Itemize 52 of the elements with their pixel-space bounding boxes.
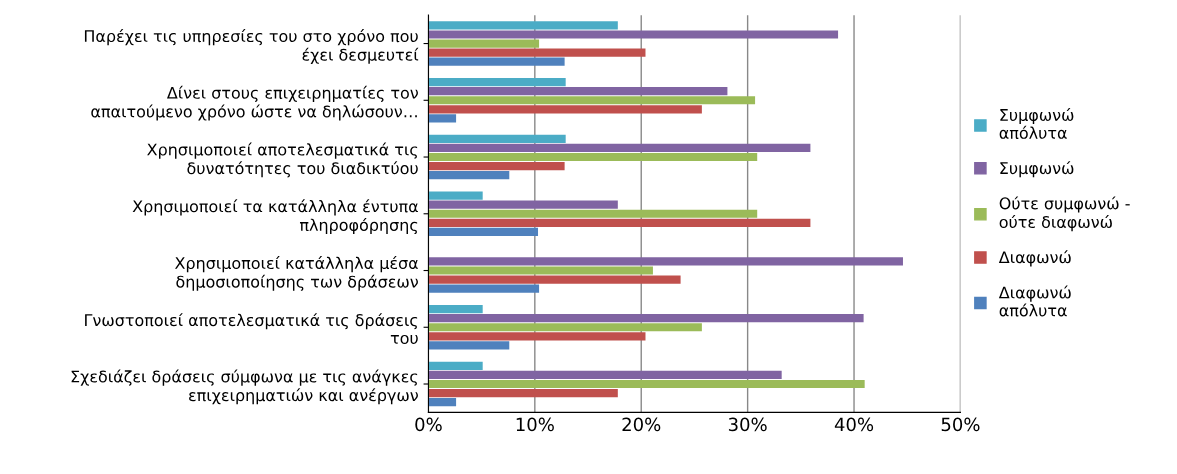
bar: [428, 218, 811, 227]
y-tick-label: Σχεδιάζει δράσεις σύμφωνα με τις ανάγκες επιχειρηματιών και ανέργων: [71, 369, 418, 405]
bar: [428, 162, 565, 171]
bar: [428, 314, 864, 323]
y-tick-label: Χρησιμοποιεί κατάλληλα μέσα δημοσιοποίησης των δράσεων: [174, 256, 418, 291]
bar: [428, 105, 702, 114]
bar: [428, 389, 618, 398]
bar: [428, 114, 457, 123]
bar: [428, 284, 540, 293]
y-tick-label: Δίνει στους επιχειρηματίες τον απαιτούμενο χρόνο ώστε να δηλώσουν…: [91, 85, 418, 121]
y-tick-label: Χρησιμοποιεί τα κατάλληλα έντυπα πληροφόρησης: [132, 199, 418, 235]
bar: [428, 305, 483, 314]
bar: [428, 57, 565, 66]
bar: [428, 143, 811, 153]
y-tick-label: Χρησιμοποιεί αποτελεσματικά τις δυνατότητες του διαδικτύου: [147, 142, 418, 178]
bar: [428, 87, 728, 96]
x-tick-label: 20%: [622, 417, 661, 432]
bar: [428, 191, 483, 200]
legend-label: Συμφωνώ: [1000, 161, 1074, 178]
bar: [428, 48, 646, 57]
bar: [428, 96, 756, 105]
legend-label: Διαφωνώ: [998, 250, 1071, 267]
x-tick-label: 50%: [941, 417, 980, 432]
y-tick-label: Παρέχει τις υπηρεσίες του στο χρόνο που έχει δεσμευτεί: [84, 29, 419, 64]
bar: [428, 209, 758, 218]
bar: [428, 379, 865, 389]
bar: [428, 266, 653, 275]
bar: [428, 78, 566, 87]
bar: [428, 21, 618, 30]
bar: [428, 257, 903, 266]
x-tick-label: 10%: [516, 417, 554, 432]
bar: [428, 341, 510, 350]
bar: [428, 200, 618, 209]
bar: [428, 152, 758, 162]
x-tick-label: 40%: [834, 417, 874, 432]
bar: [428, 30, 839, 39]
legend-label: Διαφωνώ απόλυτα: [998, 285, 1071, 317]
x-tick-label: 0%: [415, 417, 442, 432]
bar: [428, 39, 540, 48]
bar: [428, 171, 510, 180]
legend-label: Συμφωνώ απόλυτα: [999, 107, 1074, 139]
y-tick-label: Γνωστοποιεί αποτελεσματικά τις δράσεις του: [85, 313, 418, 345]
bar: [428, 134, 566, 143]
bar: [428, 361, 483, 370]
bar: [428, 398, 457, 407]
bar: [428, 275, 681, 284]
legend-label: Ούτε συμφωνώ - ούτε διαφωνώ: [999, 196, 1130, 232]
bar: [428, 227, 539, 237]
bar: [428, 370, 782, 380]
bar: [428, 323, 702, 332]
bar: [428, 332, 646, 341]
x-tick-label: 30%: [728, 417, 767, 432]
